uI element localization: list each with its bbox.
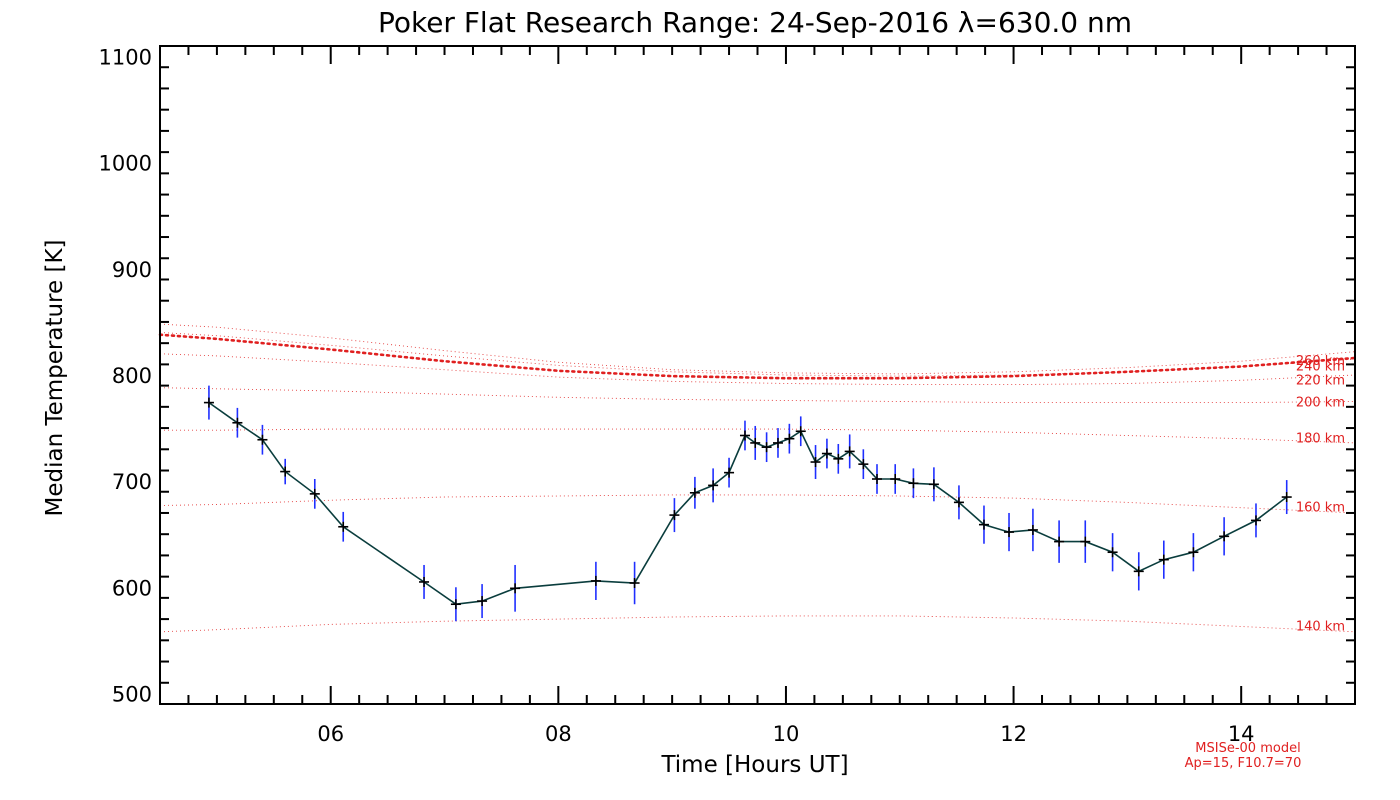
x-tick-label: 14 <box>1228 722 1255 746</box>
model-curve <box>159 353 1356 386</box>
data-point <box>953 497 964 508</box>
y-tick-label: 600 <box>112 576 152 600</box>
model-params-footnote: Ap=15, F10.7=70 <box>1185 756 1302 771</box>
x-tick-label: 12 <box>1000 722 1027 746</box>
data-point <box>858 459 869 470</box>
data-point <box>724 467 735 478</box>
temperature-line <box>208 401 1288 606</box>
model-curve-label: 240 km <box>1296 360 1345 375</box>
model-curve <box>159 615 1356 633</box>
data-point <box>821 448 832 459</box>
data-point <box>872 474 882 485</box>
data-point <box>510 583 521 594</box>
x-axis-label: Time [Hours UT] <box>660 752 848 778</box>
y-tick-label: 1100 <box>99 46 152 70</box>
x-tick-label: 06 <box>317 722 344 746</box>
data-point <box>978 519 989 530</box>
model-curve-label: 140 km <box>1296 620 1345 635</box>
y-axis-label: Median Temperature [K] <box>42 240 68 517</box>
data-point <box>1027 524 1038 535</box>
y-tick-label: 1000 <box>99 152 152 176</box>
model-curve-label: 180 km <box>1296 432 1345 447</box>
data-point <box>908 478 919 489</box>
data-point <box>1004 527 1015 538</box>
data-point <box>708 480 719 491</box>
y-tick-label: 700 <box>112 470 152 494</box>
x-axis: 06 08 10 12 14 <box>159 46 1356 746</box>
model-footnote: MSISe-00 model <box>1195 741 1300 756</box>
x-tick-label: 10 <box>773 722 800 746</box>
data-point <box>928 479 939 490</box>
model-curve-label: 160 km <box>1296 501 1345 516</box>
data-point <box>1107 547 1118 558</box>
data-point <box>739 430 750 441</box>
model-curve-label: 260 km <box>1296 354 1345 369</box>
data-point <box>810 457 821 468</box>
data-point <box>1188 547 1199 558</box>
data-point <box>450 599 461 610</box>
data-point <box>890 474 901 485</box>
data-point <box>1133 566 1144 577</box>
data-point <box>833 453 844 464</box>
data-point <box>772 437 783 448</box>
data-point <box>795 426 806 437</box>
data-point <box>338 521 349 532</box>
model-curve <box>159 387 1356 404</box>
data-point <box>257 434 268 445</box>
model-curve <box>159 494 1356 514</box>
data-point <box>1219 531 1230 542</box>
data-point <box>232 417 243 428</box>
model-curve-label: 200 km <box>1296 396 1345 411</box>
model-curve <box>159 323 1356 375</box>
data-point <box>1158 554 1169 565</box>
data-point <box>203 397 214 408</box>
data-point <box>280 466 291 477</box>
data-point <box>784 433 795 444</box>
y-tick-label: 800 <box>112 364 152 388</box>
data-point <box>477 596 488 607</box>
data-point <box>761 442 772 453</box>
model-curve-label: 220 km <box>1296 373 1345 388</box>
x-tick-label: 08 <box>545 722 572 746</box>
model-mean-curve <box>158 333 1357 380</box>
chart-title: Poker Flat Research Range: 24-Sep-2016 λ… <box>378 6 1132 39</box>
data-point <box>669 510 680 521</box>
data-point <box>309 488 320 499</box>
data-point <box>1250 515 1261 526</box>
data-point <box>750 437 761 448</box>
data-point <box>1281 492 1292 503</box>
y-axis: 500 600 700 800 900 1000 1100 <box>99 45 1355 706</box>
data-point <box>629 578 640 589</box>
data-point <box>590 575 601 586</box>
data-point <box>1080 536 1091 547</box>
plot-frame <box>159 45 1356 705</box>
model-curve <box>160 428 1356 444</box>
data-point <box>689 487 700 498</box>
data-point <box>419 576 430 587</box>
y-tick-label: 900 <box>112 258 152 282</box>
model-curve <box>159 332 1356 377</box>
data-point <box>844 446 855 457</box>
data-point <box>1054 536 1065 547</box>
y-tick-label: 500 <box>112 682 152 706</box>
